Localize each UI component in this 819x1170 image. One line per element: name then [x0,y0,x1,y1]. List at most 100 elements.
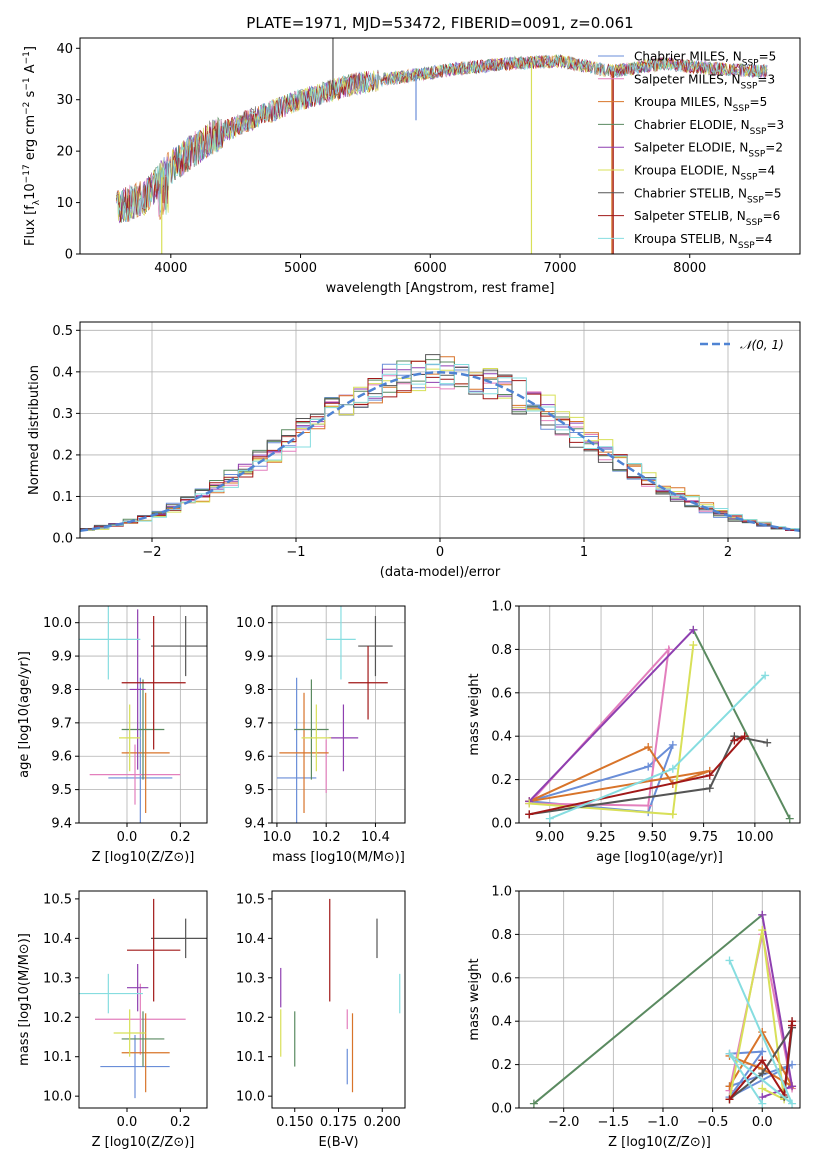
errorbar-point-chabrier-elodie [121,679,165,780]
legend-label-kroupa-miles: Kroupa MILES, NSSP=5 [634,95,767,114]
axes-frame [78,605,208,824]
y-tick-label: 9.7 [244,716,265,731]
y-tick-label: 10.0 [43,616,72,631]
x-tick-label: −1.5 [598,1115,630,1130]
y-tick-label: 0.2 [491,1058,512,1073]
errorbar-point-chabrier-elodie [121,1011,165,1067]
errorbar-point-kroupa-elodie [301,704,332,772]
axes-frame [78,890,208,1109]
y-tick-label: 30 [56,93,73,108]
weight-marker [758,1099,767,1108]
errorbar-point-kroupa-stelib [79,973,143,1014]
x-axis-label: age [log10(age/yr)] [596,850,723,865]
spectrum-panel: 4000 5000 6000 7000 8000 0 10 20 30 40 wavelength … [22,37,801,296]
y-axis-label: Normed distribution [27,365,42,495]
x-tick-label: 0 [436,545,444,560]
label-part: ] [23,46,38,51]
weight-series-kroupa-elodie [525,641,698,819]
y-tick-label: 9.7 [51,716,72,731]
axes-frame [518,890,801,1109]
legend-nssp: =4 [757,164,775,178]
errorbar-point-salpeter-stelib [121,616,186,750]
weight-marker [785,814,794,823]
y-tick-label: 1.0 [491,885,512,900]
y-tick-label: 0.0 [491,1102,512,1117]
weight-marker [525,799,534,808]
x-tick-label: 9.00 [535,830,564,845]
legend-sub: SSP [746,218,763,228]
x-tick-label: 0.0 [117,1115,138,1130]
weight-marker [788,1082,797,1091]
label-part: Flux [f [23,205,38,246]
x-tick-label: 10.2 [312,830,341,845]
weight-marker [730,736,739,745]
legend-label-chabrier-stelib: Chabrier STELIB, NSSP=5 [634,186,782,205]
errorbar-point-salpeter-elodie [129,609,146,770]
weight-marker [725,956,734,965]
y-tick-label: 0.4 [491,730,512,745]
legend-label-salpeter-miles: Salpeter MILES, NSSP=3 [634,72,775,91]
y-axis-label: age [log10(age/yr)] [17,651,32,778]
y-tick-label: 0.2 [491,773,512,788]
y-tick-label: 10.2 [236,1011,265,1026]
weight-marker [763,738,772,747]
label-part: −17 [22,164,32,183]
weight-series-kroupa-stelib [725,956,797,1108]
y-axis-label: Flux [fλ10−17 erg cm−2 s−1 A−1] [22,46,42,246]
weight-marker [788,1099,797,1108]
errorbar-point-salpeter-miles [95,983,186,1055]
x-tick-label: 10.0 [262,830,291,845]
legend-label-kroupa-stelib: Kroupa STELIB, NSSP=4 [634,232,772,251]
y-tick-label: 0.2 [52,448,73,463]
y-tick-label: 9.8 [244,683,265,698]
label-part: −1 [22,77,32,90]
age-vs-mass-panel: 10.0 10.2 10.4 9.4 9.5 9.6 9.7 9.8 9.9 10.0 mass [… [236,605,406,865]
legend-nssp: =2 [765,141,783,155]
errorbar-point-chabrier-stelib [151,918,207,959]
errorbar-point-kroupa-miles [121,1013,170,1093]
errorbar-point-kroupa-elodie [119,704,141,772]
legend-model-name: Salpeter ELODIE, N [634,141,748,155]
weight-marker [758,1084,767,1093]
figure-title: PLATE=1971, MJD=53472, FIBERID=0091, z=0… [246,14,633,32]
spectrum-line-salpeter-stelib [116,55,768,223]
x-tick-label: 1 [580,545,588,560]
weight-marker [788,1060,797,1069]
weight-series-chabrier-elodie [689,625,794,823]
label-part: −2 [22,102,32,115]
legend-model-name: Salpeter STELIB, N [634,209,746,223]
legend-model-name: Salpeter MILES, N [634,72,741,86]
x-tick-label: −2.0 [548,1115,580,1130]
label-part: −1 [22,51,32,64]
mass-vs-ebv-panel: 0.150 0.175 0.200 10.0 10.1 10.2 10.3 10.4 10.5 E… [236,890,406,1150]
x-tick-label: 0.150 [276,1115,313,1130]
legend-label-chabrier-miles: Chabrier MILES, NSSP=5 [634,50,776,69]
x-tick-label: 10.00 [736,830,773,845]
y-tick-label: 0.0 [52,532,73,547]
weight-marker [758,1069,767,1078]
weight-vs-age-panel: 9.00 9.25 9.50 9.75 10.00 0.0 0.2 0.4 0.6 0.8 1.0 a… [467,600,801,865]
legend-sub: SSP [750,127,767,137]
y-tick-label: 9.4 [244,817,265,832]
plot-area [525,625,794,823]
y-tick-label: 10.4 [236,932,265,947]
x-tick-label: 4000 [154,261,187,276]
y-tick-label: 0.3 [52,407,73,422]
weight-marker [664,645,673,654]
y-tick-label: 9.6 [244,750,265,765]
weight-series-kroupa-stelib [545,671,770,823]
y-tick-label: 40 [56,42,73,57]
x-axis-label: (data-model)/error [380,565,501,580]
x-axis-label: wavelength [Angstrom, rest frame] [326,281,555,296]
plot-area [280,898,401,1093]
legend-nssp: =5 [764,186,782,200]
x-axis-label: E(B-V) [318,1135,358,1150]
errorbar-point-chabrier-stelib [151,616,207,677]
errorbar-point-kroupa-miles [121,692,170,813]
errorbar-point-chabrier-miles [100,1035,170,1099]
plot-area [115,38,768,254]
y-tick-label: 0.8 [491,643,512,658]
y-tick-label: 9.4 [51,817,72,832]
